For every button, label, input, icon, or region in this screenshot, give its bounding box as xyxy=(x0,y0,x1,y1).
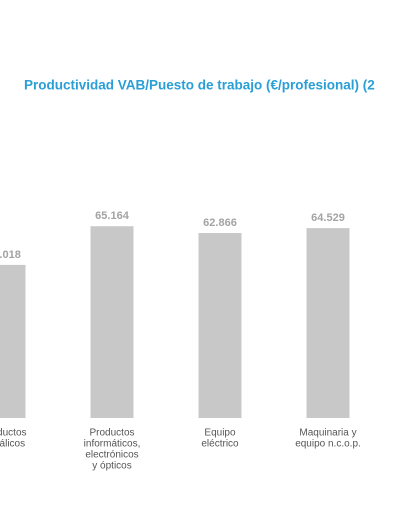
bar xyxy=(306,228,350,418)
value-label: 64.529 xyxy=(311,212,345,224)
value-label: 52.018 xyxy=(0,249,21,261)
x-tick-label: y ópticos xyxy=(92,461,131,472)
bar xyxy=(90,226,134,418)
x-tick-label: Productos xyxy=(89,428,134,439)
value-label: 62.866 xyxy=(203,217,237,229)
x-tick-label: Productos xyxy=(0,428,27,439)
x-tick-label: eléctrico xyxy=(201,439,239,450)
x-tick-label: equipo n.c.o.p. xyxy=(295,439,361,450)
bar xyxy=(0,264,26,418)
x-tick-label: electrónicos xyxy=(85,450,138,461)
x-tick-label: Maquinaria y xyxy=(299,428,356,439)
bar xyxy=(198,232,242,418)
x-tick-label: metálicos xyxy=(0,439,25,450)
x-tick-label: Equipo xyxy=(204,428,236,439)
x-tick-label: informáticos, xyxy=(84,439,141,450)
chart-title: Productividad VAB/Puesto de trabajo (€/p… xyxy=(24,78,375,93)
value-label: 65.164 xyxy=(95,210,130,222)
